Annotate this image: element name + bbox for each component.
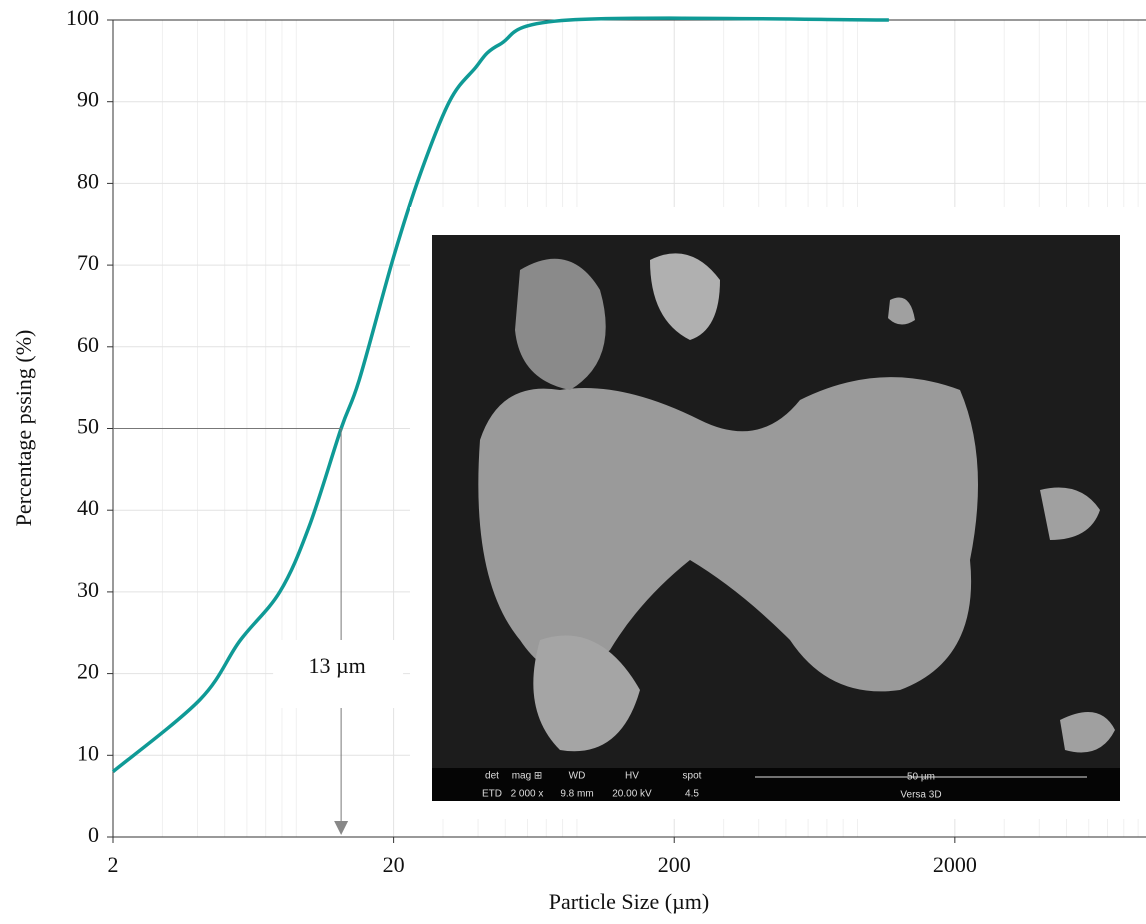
y-tick-label: 40 bbox=[77, 495, 99, 520]
particle bbox=[533, 635, 640, 752]
info-fields: det ETD mag ⊞ 2 000 x WD 9.8 mm HV 20.00 kV spot… bbox=[482, 771, 702, 800]
info-value: 9.8 mm bbox=[560, 789, 593, 800]
info-value: 2 000 x bbox=[511, 789, 544, 800]
y-tick-label: 70 bbox=[77, 250, 99, 275]
particle bbox=[515, 258, 606, 390]
info-value: 4.5 bbox=[685, 789, 699, 800]
info-field: spot bbox=[683, 771, 702, 782]
y-tick-label: 20 bbox=[77, 659, 99, 684]
instrument: Versa 3D bbox=[900, 790, 941, 801]
label-box bbox=[273, 640, 404, 708]
y-tick-label: 10 bbox=[77, 740, 99, 765]
curve bbox=[111, 16, 889, 773]
y-tick-label: 80 bbox=[77, 168, 99, 193]
info-field: mag ⊞ bbox=[512, 771, 543, 782]
particle bbox=[888, 297, 1115, 753]
annotation: 13 µm bbox=[113, 428, 404, 835]
y-axis-label: Percentage pssing (%) bbox=[11, 330, 36, 527]
y-tick-label: 30 bbox=[77, 577, 99, 602]
sem-image: det ETD mag ⊞ 2 000 x WD 9.8 mm HV 20.00 kV spot… bbox=[432, 235, 1120, 801]
info-field: det bbox=[485, 771, 499, 782]
median-label: 13 µm bbox=[308, 653, 365, 678]
x-tick-label: 200 bbox=[658, 852, 691, 877]
y-tick-label: 50 bbox=[77, 414, 99, 439]
x-tick-label: 20 bbox=[383, 852, 405, 877]
y-tick-label: 0 bbox=[88, 822, 99, 847]
x-tick-label: 2 bbox=[108, 852, 119, 877]
info-field: WD bbox=[569, 771, 586, 782]
scale-label: 50 µm bbox=[907, 772, 935, 783]
arrow-head bbox=[334, 821, 349, 835]
info-field: HV bbox=[625, 771, 639, 782]
info-value: ETD bbox=[482, 789, 502, 800]
particle bbox=[478, 377, 978, 692]
info-bar bbox=[432, 768, 1120, 801]
plot: 0 10 20 30 40 50 60 70 80 90 100 2 20 200 2000 bbox=[66, 5, 1146, 877]
info-value: 20.00 kV bbox=[612, 789, 652, 800]
x-axis-label: Particle Size (µm) bbox=[549, 889, 710, 914]
y-tick-label: 100 bbox=[66, 5, 99, 30]
y-tick-label: 90 bbox=[77, 87, 99, 112]
particle bbox=[650, 253, 720, 340]
y-tick-label: 60 bbox=[77, 332, 99, 357]
x-tick-label: 2000 bbox=[933, 852, 977, 877]
